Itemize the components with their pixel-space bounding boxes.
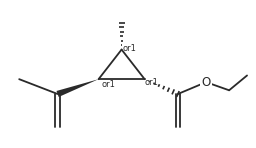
Text: or1: or1 bbox=[145, 78, 158, 87]
Text: or1: or1 bbox=[122, 44, 136, 53]
Polygon shape bbox=[57, 79, 99, 97]
Text: or1: or1 bbox=[101, 80, 115, 89]
Text: O: O bbox=[201, 76, 211, 89]
